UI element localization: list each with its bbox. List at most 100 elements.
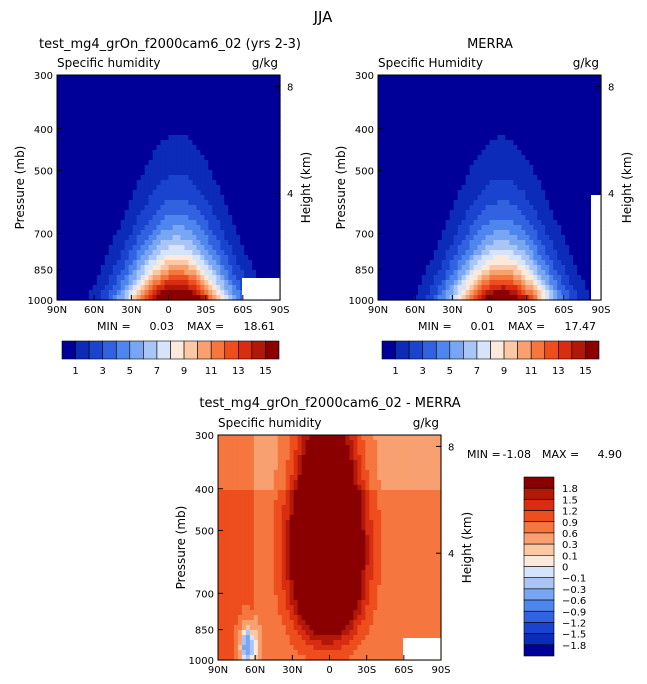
contour-cell <box>276 145 281 151</box>
contour-cell <box>513 125 518 131</box>
contour-cell <box>585 125 590 131</box>
contour-cell <box>80 245 86 251</box>
contour-cell <box>188 95 193 101</box>
contour-cell <box>216 85 221 91</box>
contour-cell <box>533 210 538 216</box>
contour-cell <box>577 275 582 281</box>
contour-cell <box>449 130 455 136</box>
contour-cell <box>461 130 467 136</box>
contour-cell <box>232 240 237 246</box>
contour-cell <box>244 270 249 276</box>
contour-cell <box>493 210 499 216</box>
contour-cell <box>224 250 229 256</box>
contour-cell <box>409 280 415 286</box>
colorbar-label: 3 <box>100 366 106 377</box>
contour-cell <box>449 245 455 251</box>
contour-cell <box>92 220 98 226</box>
contour-cell <box>224 135 229 141</box>
contour-cell <box>64 160 70 166</box>
contour-cell <box>397 250 403 256</box>
contour-cell <box>553 275 558 281</box>
contour-cell <box>240 80 245 86</box>
contour-cell <box>92 110 98 116</box>
contour-cell <box>268 80 273 86</box>
contour-cell <box>268 110 273 116</box>
contour-cell <box>405 210 411 216</box>
contour-cell <box>401 90 407 96</box>
contour-cell <box>521 195 526 201</box>
contour-cell <box>236 80 241 86</box>
contour-cell <box>148 165 154 171</box>
contour-cell <box>521 80 526 86</box>
contour-cell <box>577 210 582 216</box>
contour-cell <box>429 200 435 206</box>
contour-cell <box>489 275 495 281</box>
contour-cell <box>84 235 90 241</box>
contour-cell <box>517 280 522 286</box>
contour-cell <box>64 235 70 241</box>
contour-cell <box>188 205 193 211</box>
contour-cell <box>172 240 178 246</box>
contour-cell <box>64 245 70 251</box>
contour-cell <box>565 115 570 121</box>
contour-cell <box>385 120 391 126</box>
contour-cell <box>76 210 82 216</box>
contour-cell <box>196 155 201 161</box>
contour-cell <box>232 135 237 141</box>
contour-cell <box>172 295 178 301</box>
contour-cell <box>397 240 403 246</box>
contour-cell <box>220 225 225 231</box>
contour-cell <box>569 175 574 181</box>
contour-cell <box>565 195 570 201</box>
contour-cell <box>156 75 162 81</box>
contour-cell <box>545 205 550 211</box>
contour-cell <box>413 90 419 96</box>
contour-cell <box>513 215 518 221</box>
contour-cell <box>525 175 530 181</box>
contour-cell <box>84 190 90 196</box>
contour-cell <box>393 280 399 286</box>
contour-cell <box>573 130 578 136</box>
contour-cell <box>168 285 174 291</box>
contour-cell <box>72 170 78 176</box>
contour-cell <box>120 230 126 236</box>
contour-cell <box>485 195 491 201</box>
contour-cell <box>60 255 66 261</box>
contour-cell <box>184 295 190 301</box>
contour-cell <box>144 170 150 176</box>
contour-cell <box>160 225 166 231</box>
contour-cell <box>421 150 427 156</box>
contour-cell <box>196 105 201 111</box>
contour-cell <box>180 130 186 136</box>
contour-cell <box>513 285 518 291</box>
contour-cell <box>164 140 170 146</box>
contour-cell <box>244 95 249 101</box>
contour-cell <box>64 155 70 161</box>
contour-cell <box>168 205 174 211</box>
contour-cell <box>585 75 590 81</box>
contour-cell <box>160 160 166 166</box>
contour-cell <box>481 210 487 216</box>
contour-cell <box>401 225 407 231</box>
contour-cell <box>557 110 562 116</box>
contour-cell <box>228 200 233 206</box>
contour-cell <box>549 205 554 211</box>
contour-cell <box>200 135 205 141</box>
contour-cell <box>272 210 277 216</box>
contour-cell <box>276 255 281 261</box>
contour-cell <box>401 80 407 86</box>
contour-cell <box>529 230 534 236</box>
contour-cell <box>581 245 586 251</box>
contour-cell <box>537 150 542 156</box>
contour-cell <box>593 160 598 166</box>
contour-cell <box>84 170 90 176</box>
contour-cell <box>465 90 471 96</box>
contour-cell <box>445 240 451 246</box>
contour-cell <box>84 245 90 251</box>
contour-cell <box>208 275 213 281</box>
contour-cell <box>172 225 178 231</box>
contour-cell <box>80 215 86 221</box>
contour-cell <box>533 245 538 251</box>
contour-cell <box>401 280 407 286</box>
contour-cell <box>92 165 98 171</box>
